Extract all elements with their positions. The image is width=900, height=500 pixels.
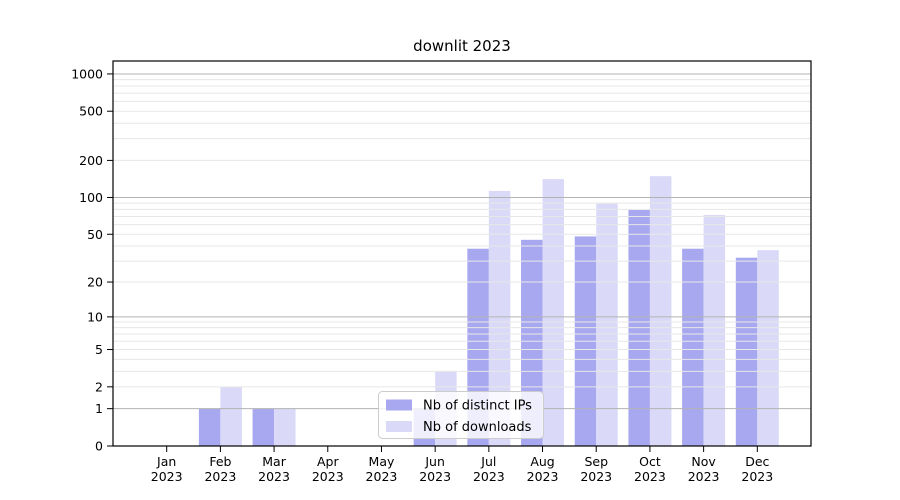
y-tick-label: 1000 [71, 66, 103, 81]
bar-mar-downloads [274, 408, 296, 446]
x-tick-label-month: Sep [584, 454, 608, 469]
y-tick-label: 50 [87, 227, 103, 242]
x-tick-label-month: Apr [317, 454, 339, 469]
x-tick-label-year: 2023 [419, 469, 451, 484]
legend-label-distinct-ips: Nb of distinct IPs [423, 399, 532, 414]
x-tick-label-year: 2023 [151, 469, 183, 484]
bar-feb-distinct-ips [198, 408, 221, 446]
y-tick-label: 200 [79, 153, 103, 168]
x-tick-label-month: Dec [745, 454, 769, 469]
legend-swatch-distinct-ips [386, 399, 412, 411]
bar-nov-distinct-ips [682, 248, 704, 446]
x-tick-label-year: 2023 [527, 469, 559, 484]
y-tick-label: 2 [95, 379, 103, 394]
x-tick-label-month: Jun [424, 454, 445, 469]
x-tick-label-year: 2023 [580, 469, 612, 484]
chart-title: downlit 2023 [413, 37, 511, 55]
x-tick-label-year: 2023 [258, 469, 290, 484]
bar-dec-distinct-ips [735, 257, 758, 446]
legend-label-downloads: Nb of downloads [423, 420, 532, 435]
bar-mar-distinct-ips [252, 408, 275, 446]
x-tick-label-month: Jul [480, 454, 496, 469]
x-tick-label-year: 2023 [634, 469, 666, 484]
x-tick-label-year: 2023 [741, 469, 773, 484]
x-tick-label-year: 2023 [312, 469, 344, 484]
x-tick-label-month: Feb [209, 454, 231, 469]
x-tick-label-year: 2023 [473, 469, 505, 484]
legend-swatch-downloads [386, 421, 412, 432]
x-tick-label-year: 2023 [688, 469, 720, 484]
y-tick-label: 100 [79, 190, 103, 205]
x-tick-label-month: May [369, 454, 395, 469]
y-tick-label: 0 [95, 439, 103, 454]
y-tick-label: 500 [79, 104, 103, 119]
bar-dec-downloads [757, 250, 779, 446]
legend-box [378, 391, 544, 439]
x-tick-label-month: Oct [639, 454, 661, 469]
bar-jul-downloads [488, 190, 511, 446]
x-tick-label-month: Nov [691, 454, 716, 469]
bar-nov-downloads [703, 214, 726, 446]
y-tick-label: 10 [87, 309, 103, 324]
y-tick-label: 20 [87, 275, 103, 290]
bar-sep-downloads [596, 203, 618, 446]
bar-aug-downloads [542, 179, 565, 446]
x-tick-label-year: 2023 [366, 469, 398, 484]
x-tick-label-month: Aug [530, 454, 554, 469]
y-tick-label: 5 [95, 342, 103, 357]
y-tick-label: 1 [95, 401, 103, 416]
plot-border [112, 60, 812, 447]
x-tick-label-month: Jan [156, 454, 176, 469]
bar-oct-downloads [649, 176, 672, 447]
x-tick-label-year: 2023 [204, 469, 236, 484]
x-tick-label-month: Mar [262, 454, 286, 469]
bar-feb-downloads [220, 386, 242, 446]
